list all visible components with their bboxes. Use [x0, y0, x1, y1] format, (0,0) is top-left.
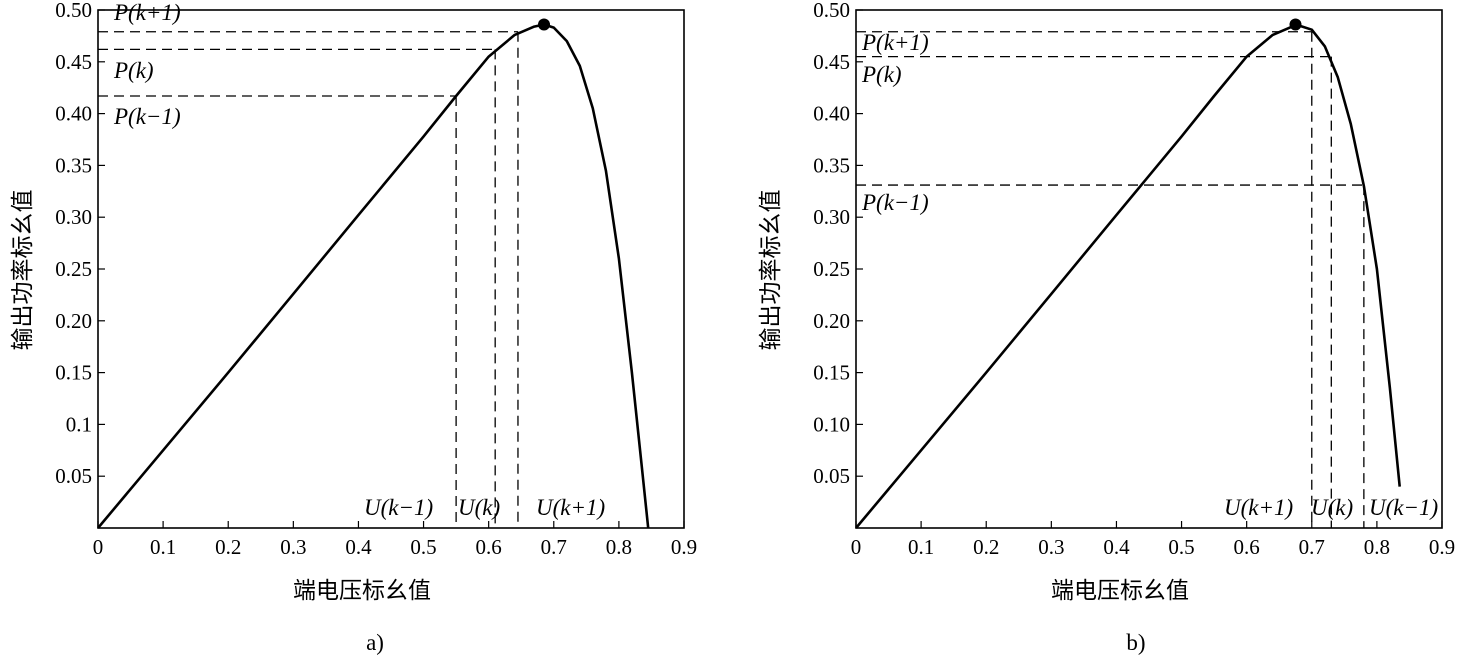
label-p-k-minus-1: P(k−1) — [113, 104, 181, 129]
x-axis-title: 端电压标幺值 — [1051, 578, 1189, 604]
y-tick-label: 0.35 — [55, 153, 92, 177]
plot-frame — [855, 9, 1443, 529]
x-tick-label: 0.1 — [150, 535, 176, 559]
x-tick-label: 0.1 — [908, 535, 934, 559]
y-tick-label: 0.35 — [813, 153, 850, 177]
x-tick-label: 0.2 — [215, 535, 241, 559]
y-tick-label: 0.40 — [55, 102, 92, 126]
x-tick-label: 0 — [851, 535, 862, 559]
x-tick-label: 0.4 — [345, 535, 372, 559]
x-tick-label: 0.7 — [1299, 535, 1325, 559]
y-tick-label: 0.05 — [55, 464, 92, 488]
x-tick-label: 0.6 — [476, 535, 502, 559]
x-tick-label: 0.9 — [1429, 535, 1455, 559]
y-tick-label: 0.40 — [813, 102, 850, 126]
x-tick-label: 0.3 — [1038, 535, 1064, 559]
x-tick-label: 0.6 — [1234, 535, 1260, 559]
label-u-k-minus-1: U(k−1) — [1369, 495, 1438, 520]
maximum-power-point — [1289, 18, 1302, 31]
y-tick-label: 0.15 — [813, 361, 850, 385]
y-tick-label: 0.20 — [813, 309, 850, 333]
y-tick-label: 0.1 — [66, 412, 92, 436]
x-tick-label: 0.7 — [541, 535, 567, 559]
x-tick-label: 0.2 — [973, 535, 999, 559]
y-tick-labels: 0.05 0.10 0.15 0.20 0.25 0.30 0.35 0.40 0.45 0.50 — [813, 0, 850, 488]
y-tick-label: 0.20 — [55, 309, 92, 333]
label-u-k-plus-1: U(k+1) — [1224, 495, 1293, 520]
x-tick-labels: 0 0.1 0.2 0.3 0.4 0.5 0.6 0.7 0.8 0.9 — [851, 535, 1455, 559]
x-tick-label: 0.3 — [280, 535, 306, 559]
x-tick-labels: 0 0.1 0.2 0.3 0.4 0.5 0.6 0.7 0.8 0.9 — [93, 535, 697, 559]
label-u-k-plus-1: U(k+1) — [536, 495, 605, 520]
y-tick-labels: 0.05 0.1 0.15 0.20 0.25 0.30 0.35 0.40 0.45 0.50 — [55, 0, 92, 488]
power-voltage-curve — [855, 24, 1401, 529]
x-tick-label: 0.4 — [1103, 535, 1130, 559]
y-tick-label: 0.45 — [55, 50, 92, 74]
chart-panel-a: 0 0.1 0.2 0.3 0.4 0.5 0.6 0.7 0.8 0.9 0.05 0.1 0.15… — [10, 0, 697, 655]
label-p-k-plus-1: P(k+1) — [113, 0, 181, 25]
plot-frame — [97, 9, 685, 529]
label-p-k-minus-1: P(k−1) — [861, 190, 929, 215]
label-u-k: U(k) — [1311, 495, 1353, 520]
y-tick-label: 0.50 — [813, 0, 850, 22]
chart-panel-b: 0 0.1 0.2 0.3 0.4 0.5 0.6 0.7 0.8 0.9 0.05 0.10 0.1… — [758, 0, 1455, 655]
label-u-k: U(k) — [458, 495, 500, 520]
guide-lines — [856, 31, 1365, 528]
y-axis-title: 输出功率标幺值 — [758, 190, 784, 351]
panel-caption: b) — [1126, 630, 1145, 655]
y-tick-label: 0.25 — [813, 257, 850, 281]
x-tick-label: 0.8 — [1364, 535, 1390, 559]
tick-marks — [855, 9, 1443, 528]
x-axis-title: 端电压标幺值 — [293, 578, 431, 604]
y-tick-label: 0.25 — [55, 257, 92, 281]
x-tick-label: 0.8 — [606, 535, 632, 559]
guide-lines — [98, 31, 519, 528]
y-tick-label: 0.30 — [813, 205, 850, 229]
y-tick-label: 0.15 — [55, 361, 92, 385]
tick-marks — [97, 9, 685, 528]
y-axis-title: 输出功率标幺值 — [10, 190, 36, 351]
label-p-k: P(k) — [861, 62, 902, 87]
y-tick-label: 0.05 — [813, 464, 850, 488]
y-tick-label: 0.30 — [55, 205, 92, 229]
x-tick-label: 0.9 — [671, 535, 697, 559]
x-tick-label: 0.5 — [1168, 535, 1194, 559]
y-tick-label: 0.10 — [813, 412, 850, 436]
x-tick-label: 0.5 — [410, 535, 436, 559]
y-tick-label: 0.45 — [813, 50, 850, 74]
label-p-k-plus-1: P(k+1) — [861, 30, 929, 55]
label-p-k: P(k) — [113, 58, 154, 83]
maximum-power-point — [538, 18, 551, 31]
x-tick-label: 0 — [93, 535, 104, 559]
power-voltage-curve — [97, 23, 650, 529]
panel-caption: a) — [366, 630, 384, 655]
y-tick-label: 0.50 — [55, 0, 92, 22]
label-u-k-minus-1: U(k−1) — [364, 495, 433, 520]
